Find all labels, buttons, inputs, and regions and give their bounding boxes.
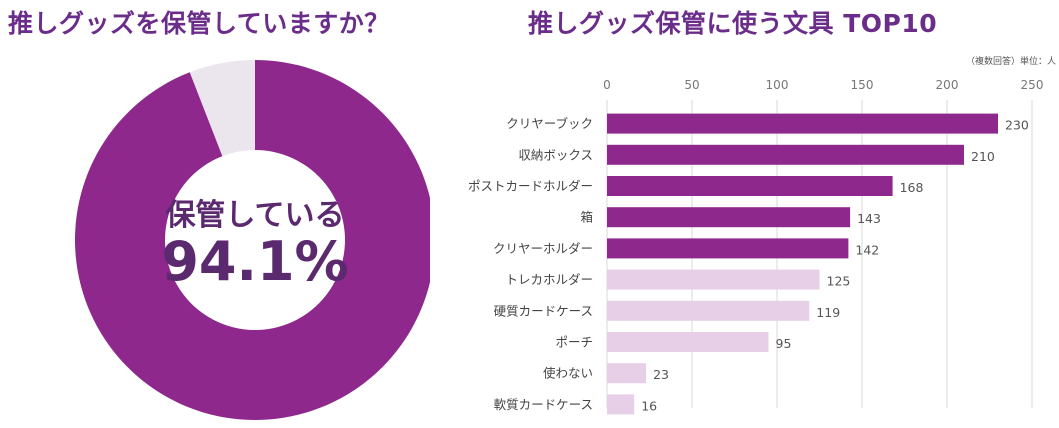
category-label: ポストカードホルダー	[468, 179, 593, 194]
bar	[607, 238, 849, 259]
value-label: 23	[653, 367, 669, 382]
x-tick-label: 100	[766, 78, 789, 92]
bar-marks	[607, 113, 998, 415]
category-label: 硬質カードケース	[494, 303, 593, 318]
value-label: 119	[816, 305, 840, 320]
unit-note: （複数回答）単位：人	[966, 55, 1056, 67]
value-label: 142	[855, 242, 879, 257]
value-label: 143	[857, 211, 881, 226]
bar-value-labels: 230 210 168 143 142 125 119 95 23 16	[641, 118, 1029, 414]
category-label: ポーチ	[555, 335, 593, 350]
x-tick-label: 0	[603, 78, 611, 92]
bar-ticks: 0 50 100 150 200 250	[603, 78, 1043, 92]
value-label: 230	[1005, 118, 1029, 133]
donut-slice-2	[189, 60, 255, 157]
donut-chart: 保管している 94.1%	[75, 60, 430, 420]
bar	[607, 176, 893, 196]
bar	[607, 113, 998, 134]
bar-chart: （複数回答）単位：人 0 50 100 150 200 250 クリヤーブック収納ボックス…	[468, 55, 1056, 415]
donut-slices	[75, 60, 430, 420]
donut-center-label: 保管している	[165, 198, 344, 233]
value-label: 168	[900, 180, 924, 195]
category-label: 収納ボックス	[518, 147, 593, 162]
bar	[607, 144, 964, 165]
donut-slice-1	[75, 60, 430, 420]
category-label: クリヤーブック	[506, 116, 593, 131]
value-label: 16	[641, 398, 657, 413]
bar	[607, 332, 769, 352]
value-label: 125	[827, 274, 851, 289]
category-label: トレカホルダー	[505, 272, 593, 287]
bar	[607, 207, 851, 228]
x-tick-label: 250	[1021, 78, 1044, 92]
category-label: 使わない	[543, 366, 593, 381]
donut-chart-title: 推しグッズを保管していますか？	[8, 9, 390, 38]
category-label: クリヤーホルダー	[493, 241, 593, 256]
bar-chart-title: 推しグッズ保管に使う文具 TOP10	[528, 9, 938, 38]
x-tick-label: 50	[684, 78, 699, 92]
category-label: 箱	[580, 210, 593, 225]
bar	[607, 363, 647, 384]
bar	[607, 394, 635, 415]
donut-center-value: 94.1%	[161, 230, 348, 293]
bar	[607, 300, 810, 321]
bar	[607, 269, 820, 290]
bar-categories: クリヤーブック収納ボックスポストカードホルダー箱クリヤーホルダートレカホルダー硬…	[468, 116, 593, 412]
value-label: 210	[971, 149, 995, 164]
value-label: 95	[776, 336, 792, 351]
x-tick-label: 150	[851, 78, 874, 92]
category-label: 軟質カードケース	[494, 397, 593, 412]
x-tick-label: 200	[936, 78, 959, 92]
